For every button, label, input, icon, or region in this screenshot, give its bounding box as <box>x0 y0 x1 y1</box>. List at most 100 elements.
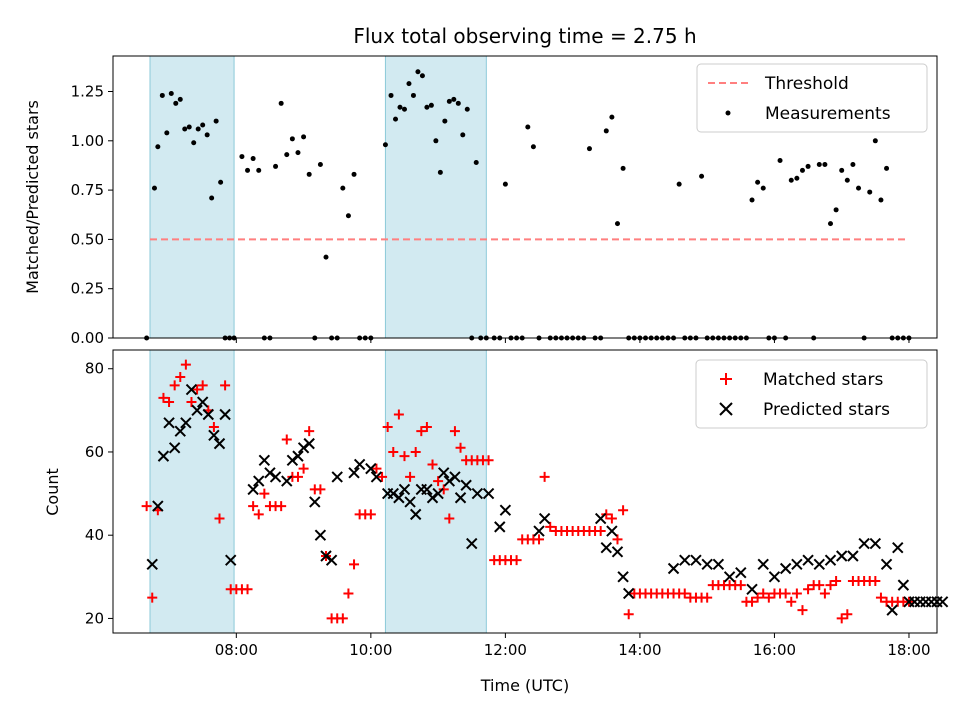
measurement-point <box>872 138 878 144</box>
measurement-point <box>164 130 170 136</box>
predicted-star-point <box>460 479 472 491</box>
shaded-interval-0 <box>149 55 235 339</box>
predicted-star-point <box>185 383 198 396</box>
matched-star-point <box>175 372 186 383</box>
predicted-star-point <box>824 554 837 566</box>
measurement-point <box>406 81 412 87</box>
predicted-star-point <box>174 425 186 437</box>
measurement-point <box>415 69 421 75</box>
predicted-star-point <box>297 442 310 454</box>
predicted-star-point <box>353 458 366 471</box>
bottom-plot-frame <box>112 349 938 634</box>
top-axis-ticks: 0.00 0.25 0.50 0.75 1.00 1.25 <box>71 82 910 347</box>
predicted-star-point <box>746 583 758 596</box>
measurement-point <box>749 197 755 203</box>
matched-star-point <box>780 588 791 599</box>
predicted-star-point <box>679 554 691 566</box>
predicted-star-point <box>314 529 327 541</box>
measurement-point <box>620 165 626 171</box>
y-tick-label: 1.25 <box>71 82 104 100</box>
predicted-star-point <box>533 525 545 537</box>
predicted-star-point <box>168 442 181 454</box>
matched-star-point <box>870 575 881 586</box>
predicted-star-point <box>208 429 220 442</box>
predicted-star-point <box>538 512 551 525</box>
measurement-point <box>839 167 845 173</box>
predicted-star-point <box>494 521 506 533</box>
measurement-point <box>278 100 284 106</box>
measurement-point <box>473 159 479 165</box>
measurement-point <box>340 185 346 191</box>
measurement-point <box>446 98 452 104</box>
matched-star-point <box>679 588 690 599</box>
measurement-point <box>603 128 609 134</box>
measurement-point <box>382 142 388 148</box>
predicted-star-point <box>325 554 338 566</box>
legend-predicted-swatch <box>719 402 733 416</box>
x-tick-label: 10:00 <box>349 641 392 659</box>
measurement-point <box>306 171 312 177</box>
matched-star-point <box>292 471 303 482</box>
measurement-point <box>186 124 192 130</box>
y-tick-label: 40 <box>85 526 104 544</box>
y-tick-label: 0.25 <box>71 280 104 298</box>
predicted-star-point <box>690 554 702 566</box>
measurement-point <box>273 163 279 169</box>
predicted-star-point <box>768 571 781 583</box>
matched-star-point <box>214 513 225 524</box>
matched-star-point <box>192 384 203 395</box>
shaded-interval-0 <box>149 349 235 634</box>
predicted-star-point <box>393 492 405 504</box>
measurement-point <box>177 96 183 102</box>
predicted-star-point <box>802 554 814 566</box>
predicted-star-point <box>163 417 175 429</box>
measurement-point <box>442 118 448 124</box>
matched-star-point <box>545 521 556 532</box>
y-tick-label: 0.00 <box>71 329 104 347</box>
measurement-point <box>464 106 470 112</box>
measurement-point <box>410 92 416 98</box>
y-tick-label: 0.75 <box>71 181 104 199</box>
bottom-x-axis-label: Time (UTC) <box>480 676 569 695</box>
measurement-point <box>805 163 811 169</box>
matched-star-point <box>248 501 259 512</box>
matched-star-point <box>405 471 416 482</box>
matched-star-point <box>763 592 774 603</box>
matched-star-point <box>819 588 830 599</box>
matched-star-point <box>382 421 393 432</box>
measurement-point <box>609 114 615 120</box>
matched-star-point <box>623 609 634 620</box>
measurement-point <box>676 181 682 187</box>
matched-star-point <box>612 534 623 545</box>
measurement-point <box>393 116 399 122</box>
matched-star-point <box>595 526 606 537</box>
matched-star-point <box>304 426 315 437</box>
measurement-point <box>878 197 884 203</box>
matched-star-point <box>735 580 746 591</box>
measurement-point <box>794 175 800 181</box>
predicted-star-point <box>499 504 512 516</box>
matched-star-point <box>534 534 545 545</box>
predicted-star-point <box>858 537 870 550</box>
predicted-star-point <box>264 467 276 479</box>
measurement-point <box>218 179 224 185</box>
matched-star-point <box>388 446 399 457</box>
matched-star-point <box>797 605 808 616</box>
predicted-star-point <box>594 512 607 525</box>
matched-star-point <box>371 463 382 474</box>
top-y-axis-label: Matched/Predicted stars <box>23 100 42 294</box>
legend-predicted-label: Predicted stars <box>763 400 890 420</box>
predicted-star-point <box>454 492 467 504</box>
x-tick-label: 08:00 <box>215 641 258 659</box>
predicted-star-point <box>196 396 209 408</box>
predicted-star-point <box>404 496 416 508</box>
predicted-star-point <box>835 550 848 562</box>
matched-star-point <box>618 505 629 516</box>
matched-star-point <box>758 588 769 599</box>
predicted-star-point <box>443 475 456 487</box>
matched-star-point <box>349 559 360 570</box>
predicted-star-point <box>892 541 904 554</box>
predicted-star-point <box>622 587 635 600</box>
matched-star-point <box>875 592 886 603</box>
matched-star-point <box>786 596 797 607</box>
